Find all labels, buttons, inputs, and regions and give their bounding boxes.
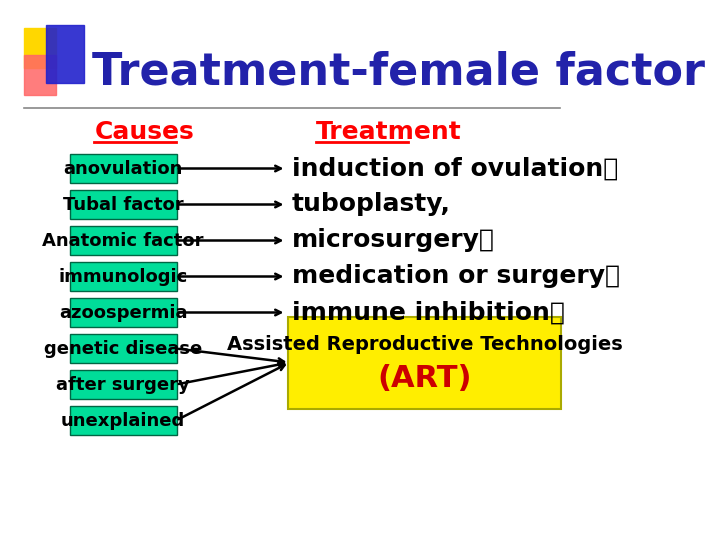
Text: Causes: Causes bbox=[94, 120, 194, 144]
FancyBboxPatch shape bbox=[70, 406, 177, 435]
Text: anovulation: anovulation bbox=[63, 159, 183, 178]
Text: immunologic: immunologic bbox=[58, 267, 188, 286]
FancyBboxPatch shape bbox=[70, 298, 177, 327]
FancyBboxPatch shape bbox=[288, 316, 562, 408]
Text: immune inhibition；: immune inhibition； bbox=[292, 300, 564, 325]
Bar bbox=[45, 25, 84, 83]
Text: azoospermia: azoospermia bbox=[59, 303, 187, 321]
Text: Treatment: Treatment bbox=[316, 120, 462, 144]
Text: Tubal factor: Tubal factor bbox=[63, 195, 184, 213]
Text: Assisted Reproductive Technologies: Assisted Reproductive Technologies bbox=[227, 335, 623, 354]
Text: Anatomic factor: Anatomic factor bbox=[42, 232, 204, 249]
Text: induction of ovulation；: induction of ovulation； bbox=[292, 157, 618, 180]
Text: medication or surgery；: medication or surgery； bbox=[292, 265, 620, 288]
Text: tuboplasty,: tuboplasty, bbox=[292, 192, 451, 217]
FancyBboxPatch shape bbox=[70, 370, 177, 399]
Bar bbox=[24, 28, 56, 68]
Text: genetic disease: genetic disease bbox=[44, 340, 202, 357]
Text: after surgery: after surgery bbox=[56, 375, 190, 394]
Text: microsurgery；: microsurgery； bbox=[292, 228, 495, 253]
FancyBboxPatch shape bbox=[70, 154, 177, 183]
FancyBboxPatch shape bbox=[70, 334, 177, 363]
Bar bbox=[24, 55, 56, 95]
Text: unexplained: unexplained bbox=[61, 411, 185, 429]
FancyBboxPatch shape bbox=[70, 190, 177, 219]
FancyBboxPatch shape bbox=[70, 262, 177, 291]
FancyBboxPatch shape bbox=[70, 226, 177, 255]
Text: Treatment-female factor: Treatment-female factor bbox=[92, 51, 705, 93]
Text: (ART): (ART) bbox=[377, 364, 472, 393]
